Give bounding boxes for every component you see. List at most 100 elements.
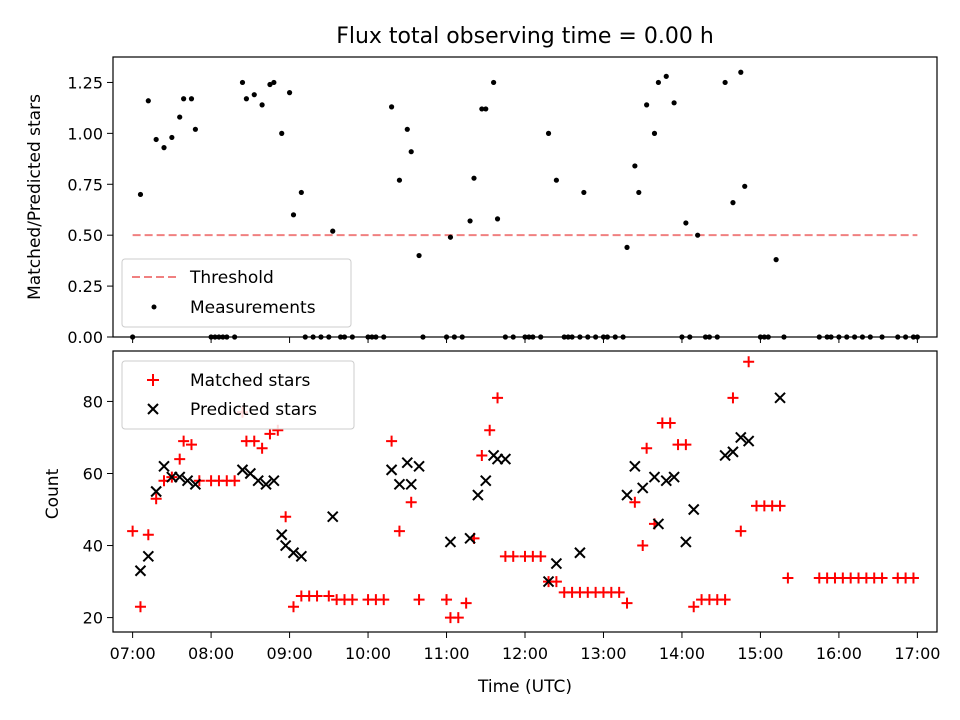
measurement-point: [259, 102, 265, 108]
matched-star-point: [178, 435, 190, 447]
matched-star-point: [452, 612, 464, 624]
predicted-star-point: [276, 529, 288, 541]
matched-star-point: [229, 475, 241, 487]
predicted-star-point: [550, 557, 563, 570]
measurement-point: [479, 106, 485, 112]
predicted-star-point: [385, 464, 398, 476]
measurement-point: [447, 234, 454, 240]
matched-star-point: [142, 529, 154, 541]
top-legend: Threshold Measurements: [121, 258, 352, 328]
bottom-legend: Matched stars Predicted stars: [121, 360, 355, 430]
matched-star-point: [393, 525, 405, 537]
matched-star-point: [484, 424, 496, 436]
measurement-point: [153, 136, 159, 143]
predicted-star-point: [236, 464, 249, 476]
measurement-point: [169, 134, 175, 141]
matched-star-point: [441, 594, 453, 606]
matched-star-point: [476, 449, 488, 461]
measurement-point: [632, 163, 638, 169]
predicted-star-point: [668, 471, 680, 483]
predicted-star-point: [142, 550, 155, 563]
matched-star-point: [264, 428, 276, 440]
predicted-star-point: [774, 392, 786, 404]
legend-predicted-swatch: [147, 403, 159, 415]
matched-star-point: [680, 439, 692, 451]
predicted-star-point: [648, 471, 661, 483]
measurement-point: [683, 220, 689, 226]
predicted-star-point: [688, 503, 700, 516]
bottom-y-tick-label: 40: [83, 537, 103, 556]
predicted-star-point: [660, 474, 672, 487]
top-y-tick-label: 1.00: [67, 124, 103, 143]
predicted-star-point: [158, 460, 170, 472]
matched-star-point: [907, 572, 919, 584]
matched-star-point: [323, 590, 335, 602]
bottom-y-axis-label: Count: [43, 468, 63, 519]
matched-star-point: [637, 540, 649, 552]
measurement-point: [730, 200, 736, 206]
matched-star-point: [507, 550, 519, 562]
matched-star-point: [782, 572, 794, 584]
measurement-point: [651, 130, 658, 136]
predicted-star-point: [287, 547, 300, 559]
legend-threshold-label: Threshold: [189, 268, 274, 288]
measurement-point: [181, 96, 187, 102]
matched-star-point: [613, 586, 625, 598]
predicted-star-point: [260, 478, 272, 491]
predicted-star-point: [327, 511, 339, 523]
matched-star-point: [735, 525, 747, 537]
legend-matched-swatch: [147, 374, 159, 386]
legend-measurements-swatch: [151, 304, 157, 310]
predicted-star-point: [742, 435, 755, 447]
predicted-star-point: [150, 485, 162, 498]
matched-star-point: [550, 576, 562, 588]
top-y-axis-label: Matched/Predicted stars: [25, 94, 45, 300]
bottom-ticks: 20 40 60 80 07:00 08:00 09:00 10:00 11:00 12:00 13…: [83, 392, 941, 663]
measurement-point: [722, 79, 728, 86]
top-y-tick-label: 0.75: [67, 175, 103, 194]
matched-star-point: [743, 356, 755, 368]
measurement-point: [161, 145, 167, 151]
predicted-star-point: [464, 532, 476, 545]
matched-star-point: [280, 511, 292, 523]
measurement-point: [636, 189, 642, 196]
top-axes-frame: [112, 56, 938, 338]
predicted-star-point: [574, 547, 586, 559]
matched-star-point: [413, 594, 425, 606]
measurement-point: [624, 244, 630, 250]
matched-star-point: [248, 435, 260, 447]
bottom-legend-box: [121, 360, 355, 430]
legend-matched-label: Matched stars: [190, 371, 310, 391]
bottom-axes-frame: [112, 350, 938, 633]
measurement-point: [644, 102, 650, 108]
measurement-point: [286, 90, 293, 96]
matched-star-point: [460, 597, 472, 609]
matched-star-point: [719, 594, 731, 606]
matched-star-point: [621, 597, 633, 609]
measurement-point: [655, 79, 662, 86]
matched-star-point: [386, 435, 398, 447]
matched-star-point: [535, 550, 547, 562]
matched-star-point: [150, 493, 162, 505]
matched-star-point: [492, 392, 504, 404]
top-panel: Flux total observing time = 0.00 h Match…: [25, 24, 938, 347]
bottom-x-tick-label: 15:00: [737, 644, 783, 663]
measurement-point: [671, 100, 677, 106]
measurement-point: [695, 232, 701, 238]
predicted-star-point: [268, 474, 280, 487]
measurement-point: [663, 73, 669, 79]
measurement-point: [330, 228, 336, 234]
measurement-point: [279, 130, 285, 136]
measurement-point: [408, 149, 414, 155]
measurement-point: [137, 191, 144, 198]
matched-star-point: [664, 417, 676, 429]
matched-star-point: [346, 594, 358, 606]
matched-star-point: [774, 500, 786, 512]
predicted-star-point: [472, 489, 484, 501]
measurement-point: [388, 104, 395, 110]
predicted-star-point: [719, 449, 731, 462]
predicted-star-point: [252, 474, 264, 487]
predicted-star-point: [173, 471, 186, 483]
measurement-point: [177, 114, 183, 120]
bottom-x-tick-label: 16:00: [816, 644, 862, 663]
